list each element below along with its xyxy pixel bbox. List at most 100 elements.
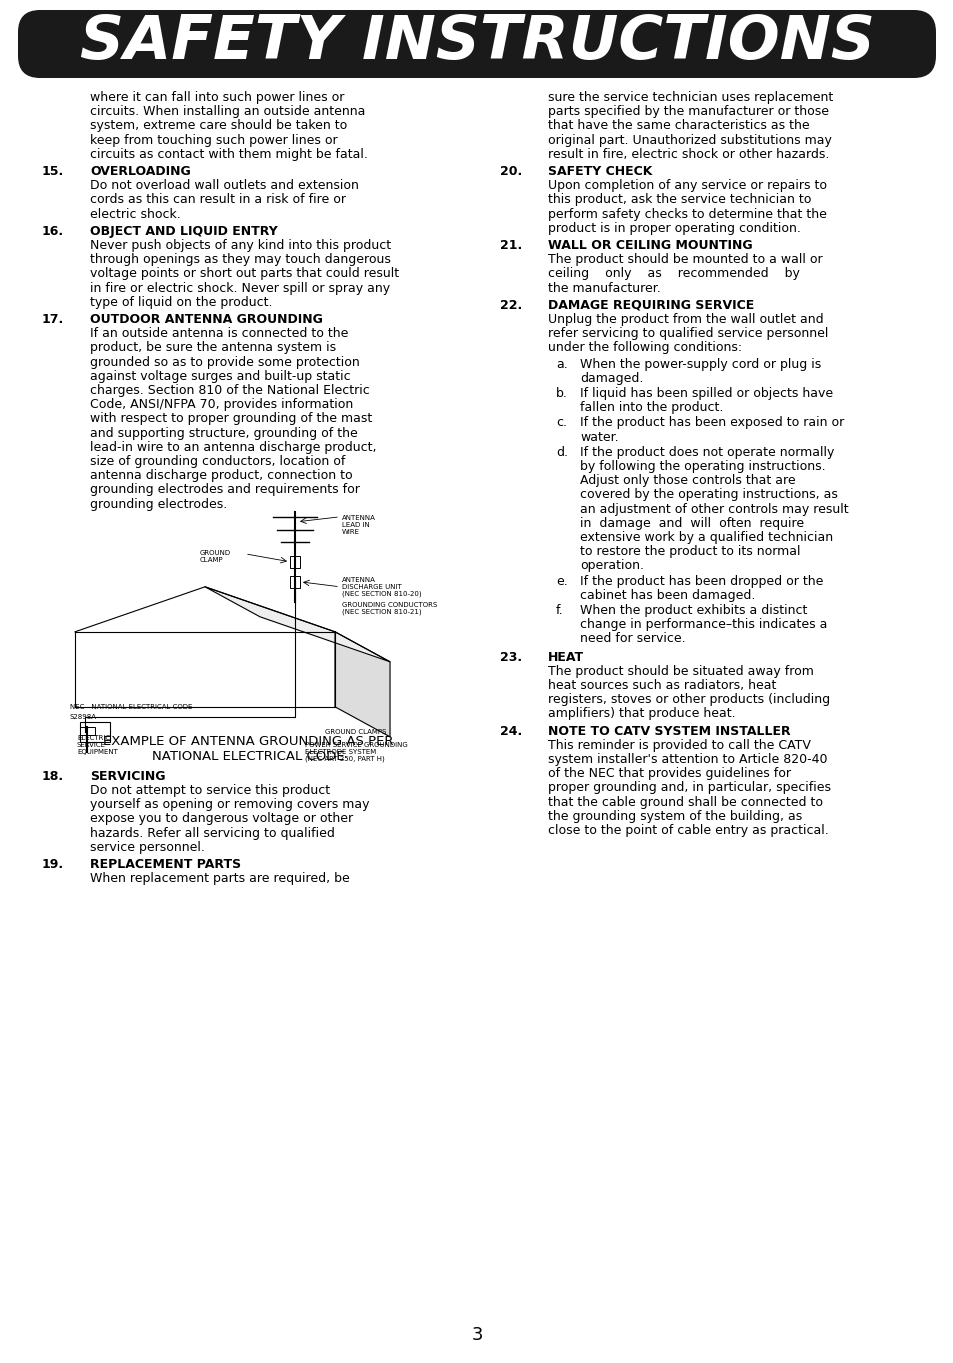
- Text: expose you to dangerous voltage or other: expose you to dangerous voltage or other: [90, 812, 353, 826]
- Text: water.: water.: [579, 431, 618, 443]
- Text: d.: d.: [556, 446, 567, 459]
- Text: keep from touching such power lines or: keep from touching such power lines or: [90, 134, 337, 147]
- Text: Do not overload wall outlets and extension: Do not overload wall outlets and extensi…: [90, 179, 358, 192]
- Text: system, extreme care should be taken to: system, extreme care should be taken to: [90, 120, 347, 132]
- Text: 17.: 17.: [42, 313, 64, 326]
- Text: original part. Unauthorized substitutions may: original part. Unauthorized substitution…: [547, 134, 831, 147]
- Text: in fire or electric shock. Never spill or spray any: in fire or electric shock. Never spill o…: [90, 282, 390, 294]
- Text: This reminder is provided to call the CATV: This reminder is provided to call the CA…: [547, 739, 810, 752]
- Text: 24.: 24.: [499, 725, 521, 737]
- Text: to restore the product to its normal: to restore the product to its normal: [579, 545, 800, 559]
- Text: result in fire, electric shock or other hazards.: result in fire, electric shock or other …: [547, 147, 828, 161]
- Text: NOTE TO CATV SYSTEM INSTALLER: NOTE TO CATV SYSTEM INSTALLER: [547, 725, 790, 737]
- Text: registers, stoves or other products (including: registers, stoves or other products (inc…: [547, 694, 829, 706]
- Text: f.: f.: [556, 604, 563, 617]
- Text: in  damage  and  will  often  require: in damage and will often require: [579, 517, 803, 530]
- Text: antenna discharge product, connection to: antenna discharge product, connection to: [90, 469, 353, 483]
- Text: amplifiers) that produce heat.: amplifiers) that produce heat.: [547, 707, 735, 721]
- Text: Upon completion of any service or repairs to: Upon completion of any service or repair…: [547, 179, 826, 192]
- Text: 15.: 15.: [42, 165, 64, 179]
- Text: ceiling    only    as    recommended    by: ceiling only as recommended by: [547, 267, 799, 281]
- Text: grounding electrodes.: grounding electrodes.: [90, 497, 227, 511]
- Text: WALL OR CEILING MOUNTING: WALL OR CEILING MOUNTING: [547, 239, 752, 252]
- Text: 20.: 20.: [499, 165, 521, 179]
- Text: Unplug the product from the wall outlet and: Unplug the product from the wall outlet …: [547, 313, 822, 326]
- Text: The product should be situated away from: The product should be situated away from: [547, 665, 813, 677]
- Text: hazards. Refer all servicing to qualified: hazards. Refer all servicing to qualifie…: [90, 826, 335, 840]
- Text: Adjust only those controls that are: Adjust only those controls that are: [579, 474, 795, 487]
- Text: 23.: 23.: [499, 650, 521, 664]
- Text: grounding electrodes and requirements for: grounding electrodes and requirements fo…: [90, 484, 359, 496]
- Text: of the NEC that provides guidelines for: of the NEC that provides guidelines for: [547, 767, 790, 780]
- Text: DAMAGE REQUIRING SERVICE: DAMAGE REQUIRING SERVICE: [547, 298, 754, 312]
- Text: circuits. When installing an outside antenna: circuits. When installing an outside ant…: [90, 105, 365, 119]
- Text: When replacement parts are required, be: When replacement parts are required, be: [90, 872, 350, 885]
- Text: 21.: 21.: [499, 239, 521, 252]
- Text: service personnel.: service personnel.: [90, 841, 205, 853]
- Text: When the product exhibits a distinct: When the product exhibits a distinct: [579, 604, 806, 617]
- Text: electric shock.: electric shock.: [90, 207, 180, 221]
- Text: POWER SERVICE GROUNDING
ELECTRODE SYSTEM
(NEC ART 250, PART H): POWER SERVICE GROUNDING ELECTRODE SYSTEM…: [305, 741, 407, 762]
- Text: voltage points or short out parts that could result: voltage points or short out parts that c…: [90, 267, 398, 281]
- Text: REPLACEMENT PARTS: REPLACEMENT PARTS: [90, 857, 241, 871]
- Text: OBJECT AND LIQUID ENTRY: OBJECT AND LIQUID ENTRY: [90, 225, 277, 237]
- Text: SAFETY INSTRUCTIONS: SAFETY INSTRUCTIONS: [79, 12, 874, 71]
- Text: c.: c.: [556, 417, 566, 429]
- Text: Never push objects of any kind into this product: Never push objects of any kind into this…: [90, 239, 391, 252]
- Text: If liquid has been spilled or objects have: If liquid has been spilled or objects ha…: [579, 387, 832, 399]
- Text: 16.: 16.: [42, 225, 64, 237]
- Text: that the cable ground shall be connected to: that the cable ground shall be connected…: [547, 796, 822, 808]
- Text: yourself as opening or removing covers may: yourself as opening or removing covers m…: [90, 799, 369, 811]
- Text: an adjustment of other controls may result: an adjustment of other controls may resu…: [579, 503, 848, 515]
- Text: through openings as they may touch dangerous: through openings as they may touch dange…: [90, 254, 391, 266]
- Text: by following the operating instructions.: by following the operating instructions.: [579, 459, 824, 473]
- Text: If an outside antenna is connected to the: If an outside antenna is connected to th…: [90, 327, 348, 341]
- Text: proper grounding and, in particular, specifies: proper grounding and, in particular, spe…: [547, 781, 830, 795]
- Text: grounded so as to provide some protection: grounded so as to provide some protectio…: [90, 356, 359, 368]
- Text: 22.: 22.: [499, 298, 521, 312]
- Text: NEC - NATIONAL ELECTRICAL CODE: NEC - NATIONAL ELECTRICAL CODE: [70, 703, 193, 710]
- Text: a.: a.: [556, 357, 567, 371]
- Text: Code, ANSI/NFPA 70, provides information: Code, ANSI/NFPA 70, provides information: [90, 398, 353, 412]
- Text: perform safety checks to determine that the: perform safety checks to determine that …: [547, 207, 826, 221]
- Text: If the product has been exposed to rain or: If the product has been exposed to rain …: [579, 417, 843, 429]
- Text: ELECTRIC
SERVICE
EQUIPMENT: ELECTRIC SERVICE EQUIPMENT: [77, 735, 118, 755]
- Text: lead-in wire to an antenna discharge product,: lead-in wire to an antenna discharge pro…: [90, 440, 376, 454]
- Text: Do not attempt to service this product: Do not attempt to service this product: [90, 784, 330, 797]
- Text: the grounding system of the building, as: the grounding system of the building, as: [547, 810, 801, 823]
- Text: If the product has been dropped or the: If the product has been dropped or the: [579, 575, 822, 587]
- Text: If the product does not operate normally: If the product does not operate normally: [579, 446, 834, 459]
- Polygon shape: [335, 632, 390, 737]
- Text: product is in proper operating condition.: product is in proper operating condition…: [547, 222, 800, 234]
- Text: 18.: 18.: [42, 770, 64, 782]
- Text: system installer's attention to Article 820-40: system installer's attention to Article …: [547, 752, 826, 766]
- Text: circuits as contact with them might be fatal.: circuits as contact with them might be f…: [90, 147, 368, 161]
- Text: sure the service technician uses replacement: sure the service technician uses replace…: [547, 91, 832, 104]
- Text: with respect to proper grounding of the mast: with respect to proper grounding of the …: [90, 413, 372, 425]
- Text: HEAT: HEAT: [547, 650, 583, 664]
- Text: and supporting structure, grounding of the: and supporting structure, grounding of t…: [90, 427, 357, 440]
- Text: charges. Section 810 of the National Electric: charges. Section 810 of the National Ele…: [90, 384, 370, 397]
- Text: refer servicing to qualified service personnel: refer servicing to qualified service per…: [547, 327, 827, 341]
- Text: product, be sure the antenna system is: product, be sure the antenna system is: [90, 341, 335, 354]
- Text: heat sources such as radiators, heat: heat sources such as radiators, heat: [547, 679, 776, 692]
- Text: that have the same characteristics as the: that have the same characteristics as th…: [547, 120, 809, 132]
- Text: under the following conditions:: under the following conditions:: [547, 341, 741, 354]
- Bar: [80, 722, 110, 741]
- Text: close to the point of cable entry as practical.: close to the point of cable entry as pra…: [547, 825, 828, 837]
- Text: operation.: operation.: [579, 559, 643, 572]
- Text: When the power-supply cord or plug is: When the power-supply cord or plug is: [579, 357, 821, 371]
- Text: extensive work by a qualified technician: extensive work by a qualified technician: [579, 532, 832, 544]
- Text: NATIONAL ELECTRICAL CODE: NATIONAL ELECTRICAL CODE: [152, 750, 344, 763]
- Text: SERVICING: SERVICING: [90, 770, 165, 782]
- Text: this product, ask the service technician to: this product, ask the service technician…: [547, 194, 810, 206]
- Text: e.: e.: [556, 575, 567, 587]
- Text: EXAMPLE OF ANTENNA GROUNDING AS PER: EXAMPLE OF ANTENNA GROUNDING AS PER: [103, 735, 394, 748]
- Text: need for service.: need for service.: [579, 632, 685, 646]
- Text: GROUND
CLAMP: GROUND CLAMP: [200, 551, 231, 563]
- Text: parts specified by the manufacturer or those: parts specified by the manufacturer or t…: [547, 105, 828, 119]
- Polygon shape: [205, 587, 390, 662]
- Bar: [290, 556, 299, 568]
- Text: 19.: 19.: [42, 857, 64, 871]
- Text: GROUNDING CONDUCTORS
(NEC SECTION 810-21): GROUNDING CONDUCTORS (NEC SECTION 810-21…: [341, 602, 436, 615]
